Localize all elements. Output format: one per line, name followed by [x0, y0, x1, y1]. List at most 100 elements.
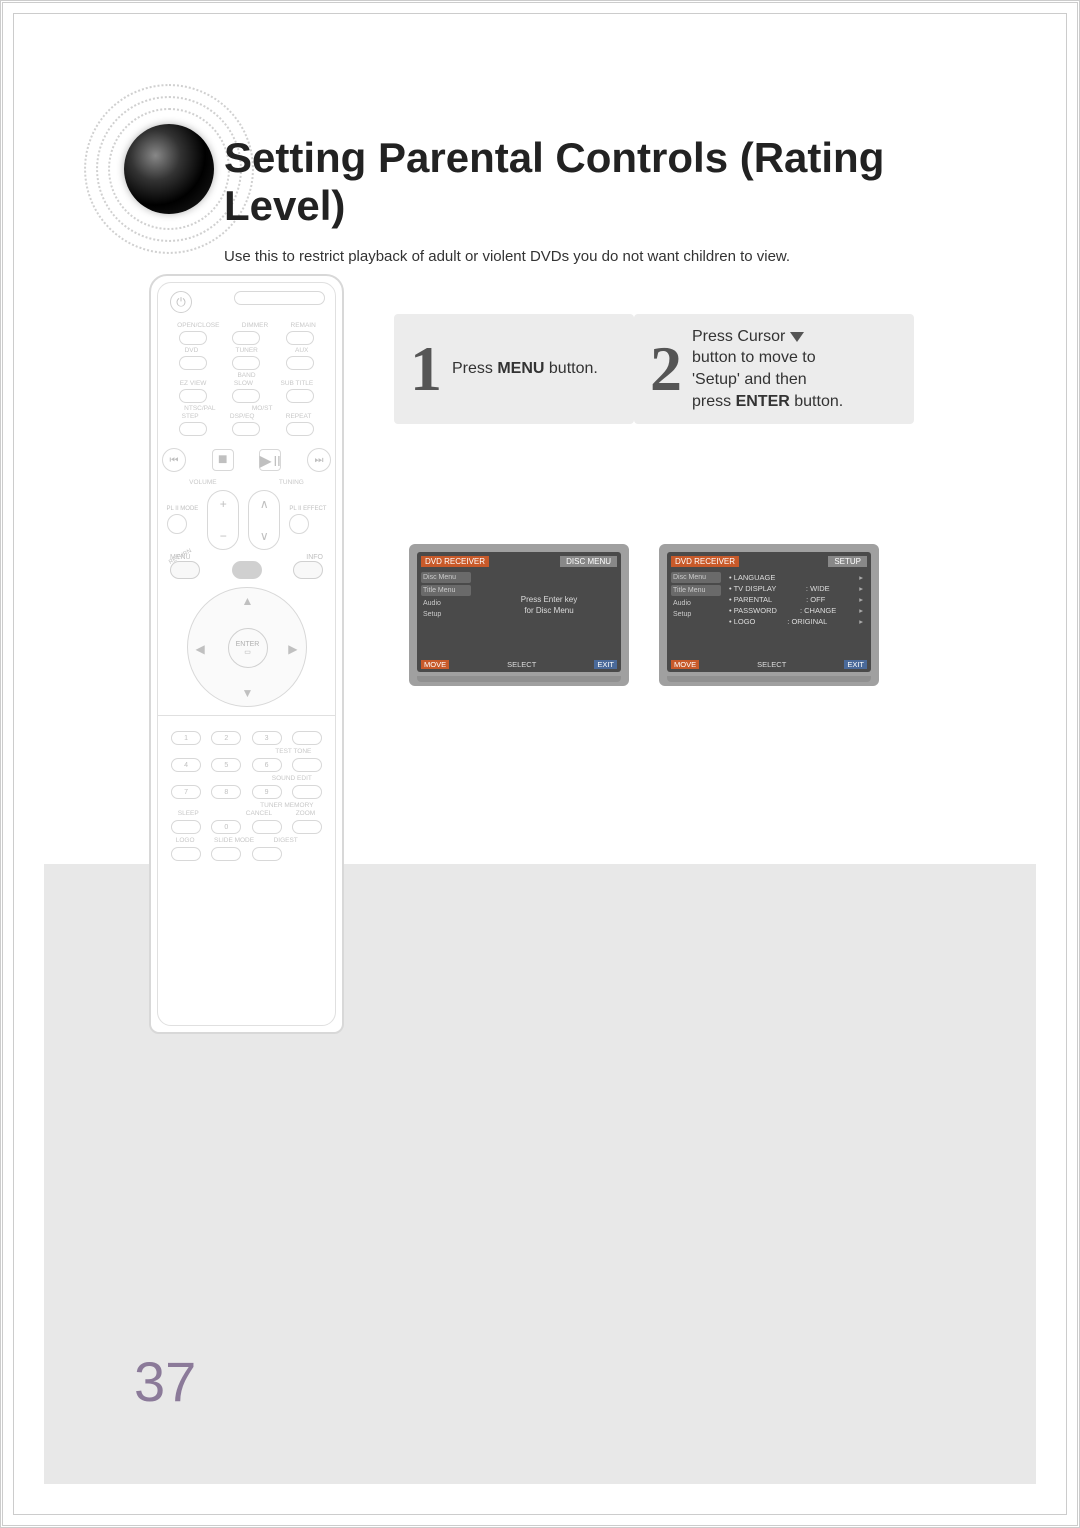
step-2-number: 2	[650, 337, 682, 401]
page-title: Setting Parental Controls (Rating Level)	[224, 134, 1006, 230]
play-pause-button[interactable]: ▶॥	[259, 449, 281, 471]
tv2-r4k: • PASSWORD	[729, 606, 777, 615]
zoom-button[interactable]	[292, 820, 322, 834]
tv1-move: MOVE	[421, 660, 449, 669]
step-1-bold: MENU	[497, 360, 544, 377]
tv2-setup-list: • LANGUAGE▸ • TV DISPLAY: WIDE▸ • PARENT…	[727, 572, 865, 627]
tv2-tab-title: Title Menu	[671, 585, 721, 596]
tv1-side-tabs: Disc Menu Title Menu Audio Setup	[421, 572, 471, 620]
lbl-cancel: CANCEL	[246, 810, 272, 817]
lbl-dimmer: DIMMER	[242, 322, 268, 329]
power-button[interactable]: ⏻	[170, 291, 192, 313]
step-2-box: 2 Press Cursor button to move to 'Setup'…	[634, 314, 914, 424]
tv1-select: SELECT	[507, 660, 536, 669]
pl2mode-button[interactable]	[167, 514, 187, 534]
tv2-tab-audio: Audio	[671, 598, 721, 609]
tuner-button[interactable]	[232, 356, 260, 370]
lbl-volume: VOLUME	[189, 479, 216, 486]
tuning-rocker[interactable]: ∧∨	[248, 490, 280, 550]
num-9[interactable]: 9	[252, 785, 282, 799]
lbl-step: STEP	[182, 413, 199, 420]
tv1-tab-disc: Disc Menu	[421, 572, 471, 583]
subtitle-button[interactable]	[286, 389, 314, 403]
lbl-tunermemory: TUNER MEMORY	[260, 802, 313, 809]
stop-button[interactable]: ■	[212, 449, 234, 471]
volume-rocker[interactable]: +−	[207, 490, 239, 550]
num-8[interactable]: 8	[211, 785, 241, 799]
cursor-left-icon[interactable]: ◀	[196, 642, 205, 656]
num-2[interactable]: 2	[211, 731, 241, 745]
tv1-message: Press Enter key for Disc Menu	[487, 594, 611, 616]
slow-button[interactable]	[232, 389, 260, 403]
tv-screenshot-2: DVD RECEIVER SETUP Disc Menu Title Menu …	[659, 544, 879, 686]
lbl-aux: AUX	[295, 347, 308, 354]
tv1-tab-audio: Audio	[421, 598, 471, 609]
page-number: 37	[134, 1349, 196, 1414]
remote-display	[234, 291, 325, 305]
lbl-tuning: TUNING	[279, 479, 304, 486]
tunermemory-button[interactable]	[292, 785, 322, 799]
tv2-bottom-bar: MOVE SELECT EXIT	[671, 660, 867, 669]
num-4[interactable]: 4	[171, 758, 201, 772]
logo-button[interactable]	[171, 847, 201, 861]
dvd-button[interactable]	[179, 356, 207, 370]
aux-button[interactable]	[286, 356, 314, 370]
dspeq-button[interactable]	[232, 422, 260, 436]
tv1-tab-title: Title Menu	[421, 585, 471, 596]
digest-button[interactable]	[252, 847, 282, 861]
step-1-box: 1 Press MENU button.	[394, 314, 634, 424]
num-3[interactable]: 3	[252, 731, 282, 745]
tv2-screen: DVD RECEIVER SETUP Disc Menu Title Menu …	[667, 552, 871, 672]
cursor-up-icon[interactable]: ▲	[242, 594, 254, 608]
dimmer-button[interactable]	[232, 331, 260, 345]
repeat-button[interactable]	[286, 422, 314, 436]
openclose-button[interactable]	[179, 331, 207, 345]
lbl-logo: LOGO	[176, 837, 195, 844]
num-6[interactable]: 6	[252, 758, 282, 772]
tv2-r2v: : WIDE	[806, 584, 830, 593]
tv1-msg-l2: for Disc Menu	[487, 605, 611, 616]
lbl-remain: REMAIN	[291, 322, 316, 329]
tv1-base	[417, 676, 621, 682]
tv1-top-left: DVD RECEIVER	[421, 556, 489, 567]
page-subtitle: Use this to restrict playback of adult o…	[224, 248, 1006, 265]
slidemode-button[interactable]	[211, 847, 241, 861]
num-1[interactable]: 1	[171, 731, 201, 745]
lbl-pl2mode: PL II MODE	[167, 506, 199, 512]
tv2-select: SELECT	[757, 660, 786, 669]
enter-button[interactable]: ENTER ▭	[228, 628, 268, 668]
ezview-button[interactable]	[179, 389, 207, 403]
cursor-right-icon[interactable]: ▶	[288, 642, 297, 656]
cursor-down-icon	[790, 332, 804, 342]
tv1-bottom-bar: MOVE SELECT EXIT	[421, 660, 617, 669]
tv1-tab-setup: Setup	[421, 609, 471, 620]
lbl-testtone: TEST TONE	[275, 748, 311, 755]
cancel-button[interactable]	[252, 820, 282, 834]
lbl-slidemode: SLIDE MODE	[214, 837, 254, 844]
num-0[interactable]: 0	[211, 820, 241, 834]
page-frame: Setting Parental Controls (Rating Level)…	[13, 13, 1067, 1515]
step-button[interactable]	[179, 422, 207, 436]
step-2-l1: Press Cursor	[692, 328, 790, 345]
transport-row: ⏮ ■ ▶॥ ⏭	[158, 442, 335, 478]
pl2effect-button[interactable]	[289, 514, 309, 534]
next-button[interactable]: ⏭	[307, 448, 331, 472]
testtone-button[interactable]	[292, 731, 322, 745]
sleep-button[interactable]	[171, 820, 201, 834]
cursor-down-button-icon[interactable]: ▼	[242, 686, 254, 700]
prev-button[interactable]: ⏮	[162, 448, 186, 472]
tv2-exit: EXIT	[844, 660, 867, 669]
lbl-dvd: DVD	[185, 347, 199, 354]
speaker-icon	[124, 124, 214, 214]
lbl-sleep: SLEEP	[178, 810, 199, 817]
lbl-ntscpal: NTSC/PAL	[184, 405, 215, 412]
nav-wheel[interactable]: ▲ ▼ ◀ ▶ ENTER ▭	[187, 587, 307, 707]
num-5[interactable]: 5	[211, 758, 241, 772]
menu-button[interactable]	[232, 561, 262, 579]
remain-button[interactable]	[286, 331, 314, 345]
soundedit-button[interactable]	[292, 758, 322, 772]
info-button[interactable]	[293, 561, 323, 579]
tv2-base	[667, 676, 871, 682]
num-7[interactable]: 7	[171, 785, 201, 799]
tv2-top-left: DVD RECEIVER	[671, 556, 739, 567]
